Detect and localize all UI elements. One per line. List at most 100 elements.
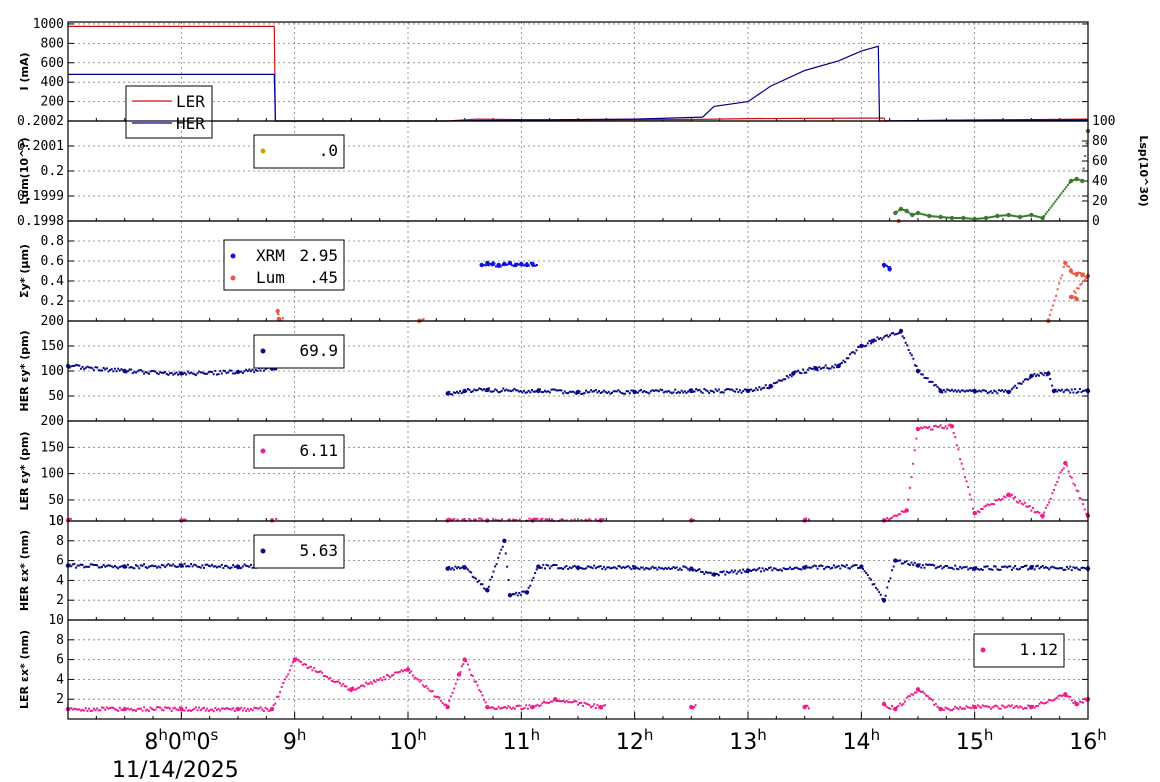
data-point bbox=[122, 706, 127, 712]
data-point bbox=[280, 686, 283, 689]
y-tick-label: 4 bbox=[56, 672, 64, 687]
data-point bbox=[852, 351, 855, 354]
data-point bbox=[126, 707, 129, 710]
data-point bbox=[207, 709, 210, 712]
data-point bbox=[1010, 493, 1013, 496]
data-point bbox=[283, 678, 286, 681]
data-point bbox=[251, 368, 254, 371]
data-point bbox=[1074, 271, 1079, 277]
data-point bbox=[225, 706, 228, 709]
y-axis-title: Lum(10^?) bbox=[18, 137, 31, 204]
legend-marker bbox=[260, 148, 266, 154]
data-point bbox=[224, 370, 227, 373]
data-point bbox=[138, 567, 141, 570]
legend-box bbox=[125, 85, 213, 139]
data-point bbox=[99, 709, 102, 712]
data-point bbox=[981, 704, 984, 707]
data-point bbox=[589, 706, 592, 709]
data-point bbox=[542, 391, 545, 394]
data-point bbox=[761, 387, 764, 390]
data-point bbox=[857, 345, 860, 348]
data-point bbox=[925, 426, 928, 429]
data-point bbox=[640, 388, 643, 391]
data-point bbox=[203, 372, 205, 375]
data-point bbox=[877, 338, 880, 341]
data-point bbox=[649, 567, 652, 570]
data-point bbox=[802, 368, 805, 371]
data-point bbox=[882, 336, 885, 339]
data-point bbox=[1074, 388, 1077, 391]
data-point bbox=[70, 707, 73, 710]
data-point bbox=[779, 568, 782, 571]
data-point bbox=[881, 338, 884, 341]
data-point bbox=[457, 392, 460, 395]
data-point bbox=[128, 368, 131, 371]
data-point bbox=[188, 565, 191, 568]
data-point bbox=[147, 372, 150, 375]
data-point bbox=[965, 389, 968, 392]
data-point bbox=[157, 706, 160, 709]
data-point bbox=[102, 563, 105, 566]
data-point bbox=[1001, 498, 1004, 501]
data-point bbox=[907, 211, 910, 214]
data-point bbox=[186, 565, 189, 568]
data-point bbox=[1015, 500, 1018, 503]
data-point bbox=[151, 708, 154, 711]
data-point bbox=[445, 566, 450, 571]
data-point bbox=[172, 373, 175, 376]
data-point bbox=[512, 518, 515, 521]
data-point bbox=[198, 566, 201, 569]
data-point bbox=[939, 424, 942, 427]
data-point bbox=[787, 567, 790, 570]
data-point bbox=[206, 707, 209, 710]
data-point bbox=[957, 708, 960, 711]
data-point bbox=[920, 212, 923, 215]
data-point bbox=[190, 371, 193, 374]
data-point bbox=[1045, 374, 1048, 377]
data-point bbox=[505, 707, 508, 710]
data-point bbox=[492, 570, 495, 573]
data-point bbox=[494, 565, 497, 568]
data-point bbox=[452, 391, 455, 394]
y-tick-label: 100 bbox=[41, 364, 64, 379]
data-point bbox=[907, 695, 910, 698]
data-point bbox=[837, 565, 840, 568]
data-point bbox=[813, 366, 819, 371]
data-point bbox=[443, 703, 446, 706]
data-point bbox=[981, 568, 984, 571]
y2-tick-label: 100 bbox=[1092, 114, 1115, 129]
data-point bbox=[448, 390, 451, 393]
data-point bbox=[478, 689, 481, 692]
data-point bbox=[910, 561, 913, 564]
data-point bbox=[934, 567, 937, 570]
data-point bbox=[575, 389, 581, 395]
data-point bbox=[695, 388, 698, 391]
data-point bbox=[931, 380, 934, 383]
data-point bbox=[253, 371, 256, 374]
data-point bbox=[832, 564, 835, 567]
data-point bbox=[1069, 695, 1072, 698]
data-point bbox=[991, 215, 994, 218]
data-point bbox=[376, 678, 379, 681]
data-point bbox=[1080, 178, 1085, 184]
data-point bbox=[517, 704, 520, 707]
data-point bbox=[942, 389, 945, 392]
data-point bbox=[601, 567, 604, 570]
data-point bbox=[104, 368, 107, 371]
data-point bbox=[1010, 388, 1013, 391]
data-point bbox=[933, 703, 936, 706]
data-point bbox=[164, 706, 167, 709]
data-point bbox=[1053, 698, 1055, 701]
data-point bbox=[1072, 482, 1075, 485]
data-point bbox=[965, 480, 968, 483]
data-point bbox=[645, 567, 647, 570]
data-point bbox=[929, 698, 932, 701]
data-point bbox=[921, 690, 924, 693]
data-point bbox=[1027, 568, 1030, 571]
data-point bbox=[683, 565, 686, 568]
data-point bbox=[466, 568, 469, 571]
data-point bbox=[659, 388, 662, 391]
data-point bbox=[928, 380, 931, 383]
data-point bbox=[832, 366, 835, 369]
data-point bbox=[262, 369, 265, 372]
